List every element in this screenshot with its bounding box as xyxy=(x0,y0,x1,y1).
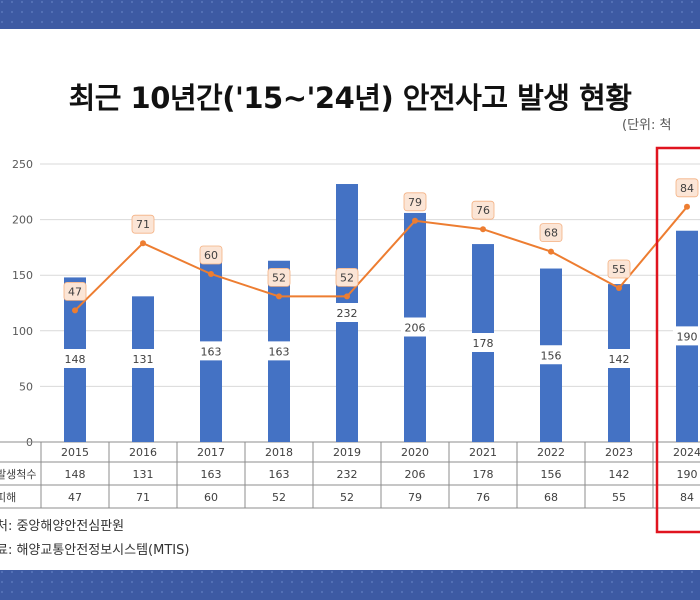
line-value-label: 79 xyxy=(408,196,422,209)
bar-label-box xyxy=(61,349,89,368)
source-note-2: 료: 해양교통안전정보시스템(MTIS) xyxy=(0,543,190,558)
line-point xyxy=(140,240,146,247)
line-point xyxy=(344,293,350,300)
line-value-label: 60 xyxy=(204,249,218,262)
chart-title: 최근 10년간('15~'24년) 안전사고 발생 현황 xyxy=(68,81,632,115)
bar-value-label: 232 xyxy=(337,307,358,320)
bar-value-label: 163 xyxy=(269,345,290,358)
line-point xyxy=(480,226,486,233)
table-value-line: 47 xyxy=(68,491,82,504)
line-point xyxy=(548,248,554,255)
bar-label-box xyxy=(537,345,565,365)
table-value-bars: 131 xyxy=(133,468,154,481)
line-label-box xyxy=(539,223,563,243)
bar-label-box xyxy=(197,341,225,361)
category-label: 2022 xyxy=(537,446,565,459)
bar xyxy=(132,296,154,442)
line-label-box xyxy=(267,267,291,287)
table-value-bars: 148 xyxy=(65,468,86,481)
line-value-label: 68 xyxy=(544,227,558,240)
bar-value-label: 142 xyxy=(609,353,630,366)
category-label: 2017 xyxy=(197,446,225,459)
bar-value-label: 178 xyxy=(473,337,494,350)
slide-panel: 0501001502002501481311631632322061781561… xyxy=(0,29,700,570)
bar-value-label: 190 xyxy=(677,330,698,343)
bar-label-box xyxy=(469,333,497,353)
category-label: 2019 xyxy=(333,446,361,459)
line-point xyxy=(684,203,690,210)
source-note-1: 처: 중앙해양안전심판원 xyxy=(0,519,125,534)
category-label: 2023 xyxy=(605,446,633,459)
table-value-bars: 206 xyxy=(405,468,426,481)
bar-value-label: 163 xyxy=(201,345,222,358)
bar-value-label: 206 xyxy=(405,321,426,334)
bar-label-box xyxy=(129,349,157,368)
table-value-line: 60 xyxy=(204,491,218,504)
bar-value-label: 148 xyxy=(65,353,86,366)
table-value-bars: 190 xyxy=(677,468,698,481)
table-value-line: 68 xyxy=(544,491,558,504)
table-value-bars: 156 xyxy=(541,468,562,481)
unit-note: (단위: 척 xyxy=(622,118,672,133)
line-value-label: 76 xyxy=(476,204,490,217)
table-value-bars: 178 xyxy=(473,468,494,481)
line-point xyxy=(72,307,78,314)
table-value-line: 71 xyxy=(136,491,150,504)
line-label-box xyxy=(199,245,223,265)
y-tick-label: 250 xyxy=(12,158,33,171)
line-value-label: 71 xyxy=(136,218,150,231)
table-value-bars: 163 xyxy=(269,468,290,481)
y-tick-label: 150 xyxy=(12,269,33,282)
category-label: 2024 xyxy=(673,446,700,459)
line-value-label: 84 xyxy=(680,182,694,195)
table-value-line: 76 xyxy=(476,491,490,504)
y-tick-label: 200 xyxy=(12,214,33,227)
bar-label-box xyxy=(265,341,293,361)
bar-label-box xyxy=(401,317,429,337)
category-label: 2021 xyxy=(469,446,497,459)
line-label-box xyxy=(607,259,631,279)
chart: 0501001502002501481311631632322061781561… xyxy=(0,146,700,534)
y-tick-label: 100 xyxy=(12,325,33,338)
line-point xyxy=(208,271,214,277)
line-label-box xyxy=(335,267,359,287)
line-label-box xyxy=(675,178,699,198)
table-row-label: 피해 xyxy=(0,490,16,504)
line-label-box xyxy=(63,281,87,301)
line-point xyxy=(412,217,418,224)
table-row-label: 발생척수 xyxy=(0,468,36,481)
table-value-bars: 163 xyxy=(201,468,222,481)
table-value-bars: 142 xyxy=(609,468,630,481)
table-value-bars: 232 xyxy=(337,468,358,481)
bar-label-box xyxy=(333,303,361,323)
line-value-label: 55 xyxy=(612,263,626,276)
line-point xyxy=(616,285,622,291)
line-label-box xyxy=(131,214,155,234)
line-value-label: 47 xyxy=(68,285,82,298)
table-value-line: 84 xyxy=(680,491,694,504)
highlight-box xyxy=(655,146,700,534)
y-tick-label: 50 xyxy=(19,380,33,393)
category-label: 2018 xyxy=(265,446,293,459)
table-value-line: 79 xyxy=(408,491,422,504)
line-label-box xyxy=(471,200,495,220)
table-value-line: 52 xyxy=(340,491,354,504)
line-series xyxy=(74,206,688,312)
line-value-label: 52 xyxy=(272,271,286,284)
line-label-box xyxy=(403,192,427,212)
category-label: 2020 xyxy=(401,446,429,459)
table-value-line: 52 xyxy=(272,491,286,504)
line-point xyxy=(276,293,282,300)
bar-label-box xyxy=(605,349,633,368)
category-label: 2015 xyxy=(61,446,89,459)
bar-value-label: 156 xyxy=(541,349,562,362)
line-value-label: 52 xyxy=(340,271,354,284)
bar-value-label: 131 xyxy=(133,353,154,366)
table-value-line: 55 xyxy=(612,491,626,504)
category-label: 2016 xyxy=(129,446,157,459)
bar-label-box xyxy=(673,326,700,346)
